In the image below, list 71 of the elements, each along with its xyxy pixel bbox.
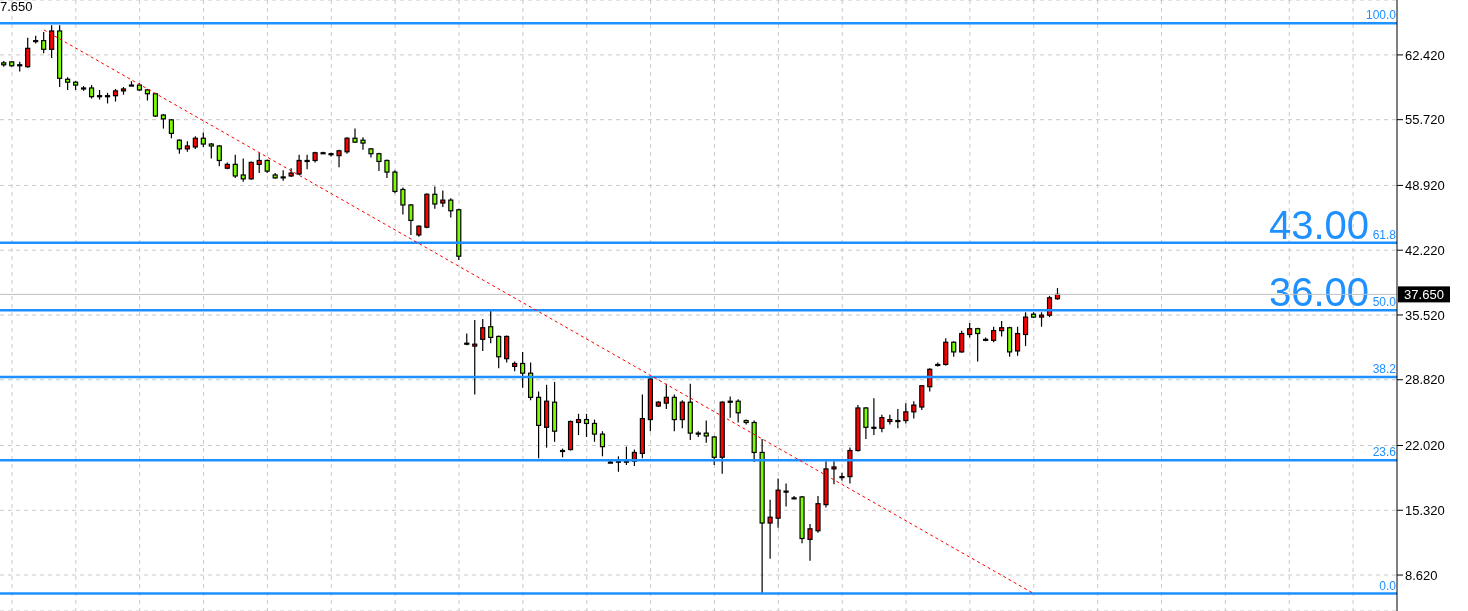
candlestick [448,197,454,219]
candlestick [408,203,414,236]
ref-line-label: 43.00 [1268,202,1369,247]
candlestick [304,154,310,170]
candlestick [839,472,845,482]
candlestick [352,127,358,144]
annotation: 23.6 [1372,445,1397,460]
annotation: 100.0 [1365,8,1397,23]
candlestick [919,385,925,411]
candlestick [296,154,302,176]
candlestick [599,430,606,457]
candlestick [496,334,502,369]
candlestick [336,149,342,168]
candlestick [248,160,254,181]
candlestick [735,398,741,424]
candlestick [25,37,31,69]
candlestick [256,152,262,174]
y-tick-label: 8.620 [1405,567,1438,583]
ref-line-label: 37.650 [1404,287,1444,303]
annotation: 7.650 [0,0,33,14]
candlestick [975,327,981,363]
ref-line-label: 36.00 [1268,270,1369,315]
y-tick-label: 22.020 [1405,438,1445,454]
candlestick [392,169,398,194]
candlestick [943,337,949,367]
candlestick [480,318,486,352]
candlestick [583,413,590,438]
annotation: 38.2 [1372,362,1397,377]
candlestick [575,413,582,436]
y-tick-label: 42.220 [1405,242,1445,258]
candlestick [703,419,709,444]
candlestick [671,393,677,432]
annotation: 61.8 [1372,227,1397,242]
candlestick [887,414,893,426]
candlestick [1022,311,1029,347]
candlestick [240,157,246,183]
candlestick [767,499,773,560]
y-tick-label: 15.320 [1405,502,1445,518]
candlestick [959,330,965,354]
annotation: 0.0 [1379,578,1397,593]
y-tick-label: 28.820 [1405,372,1445,388]
candlestick [903,402,909,425]
y-tick-label: 48.920 [1405,178,1445,194]
candlestick [360,136,366,151]
candlestick [152,92,159,118]
y-tick-label: 55.720 [1405,112,1445,128]
candlestick [504,334,510,364]
candlestick [663,383,669,410]
candlestick [41,31,47,54]
candlestick [432,185,438,210]
candlestick [623,446,630,466]
candlestick [863,406,869,440]
candlestick [783,482,789,508]
candlestick [591,418,598,443]
candlestick [216,144,222,167]
candlestick [679,399,685,429]
candlestick [831,460,837,485]
candlestick [472,319,478,396]
candlestick [520,351,526,389]
candlestick [807,523,813,562]
candlestick [488,309,494,344]
candlestick [871,397,877,436]
y-tick-label: 62.420 [1405,47,1445,63]
candlestick [400,186,406,216]
candlestick [232,154,238,179]
annotation: 50.0 [1372,295,1397,310]
candlestick [711,435,717,466]
y-tick-label: 35.520 [1405,307,1445,323]
candlestick [727,395,733,419]
candlestick [895,408,901,429]
candlestick [1014,326,1021,357]
